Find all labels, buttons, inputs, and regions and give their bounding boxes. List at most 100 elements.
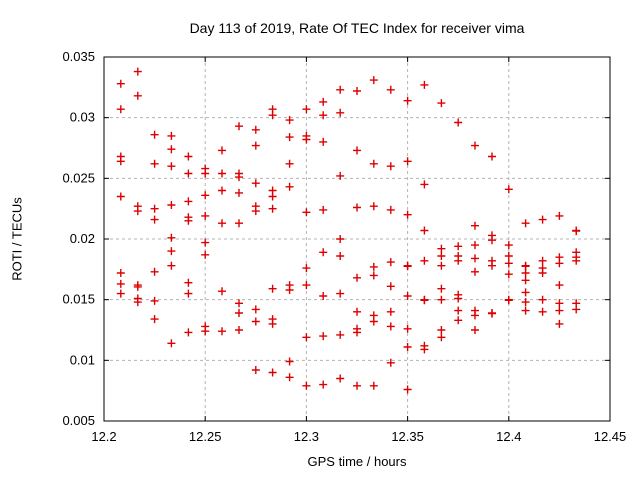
- data-point: [268, 319, 277, 328]
- data-point: [285, 286, 294, 294]
- data-point: [454, 294, 463, 303]
- data-point: [538, 256, 547, 265]
- data-point: [386, 282, 395, 291]
- data-point: [386, 307, 395, 316]
- x-tick-label: 12.25: [189, 429, 222, 444]
- data-point: [251, 125, 260, 134]
- y-tick-label: 0.015: [62, 292, 95, 307]
- data-point: [437, 333, 446, 342]
- data-point: [420, 256, 429, 265]
- data-point: [150, 130, 159, 139]
- data-point: [116, 192, 125, 201]
- data-point: [116, 289, 125, 298]
- data-point: [167, 261, 176, 270]
- data-point: [285, 357, 294, 366]
- data-point: [454, 118, 463, 127]
- data-point: [488, 309, 496, 318]
- data-point: [167, 145, 176, 154]
- data-point: [285, 182, 294, 191]
- data-point: [369, 159, 378, 168]
- y-tick-label: 0.03: [70, 110, 95, 125]
- y-tick-label: 0.025: [62, 170, 95, 185]
- data-point: [133, 298, 142, 307]
- data-point: [353, 328, 361, 337]
- data-point: [403, 385, 412, 394]
- data-point: [454, 242, 463, 251]
- data-point: [150, 296, 159, 305]
- data-point: [386, 205, 395, 214]
- data-point: [403, 292, 412, 300]
- data-point: [184, 169, 193, 178]
- data-point: [235, 326, 243, 334]
- data-point: [150, 159, 159, 168]
- data-point: [319, 205, 328, 214]
- data-point: [268, 192, 277, 201]
- data-point: [268, 204, 277, 213]
- data-point: [471, 141, 479, 150]
- data-point: [201, 211, 210, 220]
- data-point: [538, 269, 547, 277]
- data-point: [184, 216, 193, 225]
- data-point: [369, 381, 378, 390]
- data-point: [302, 105, 311, 114]
- data-point: [116, 79, 125, 88]
- data-point: [369, 202, 378, 211]
- data-point: [336, 85, 345, 94]
- data-point: [235, 173, 243, 182]
- data-point: [285, 373, 294, 382]
- data-point: [471, 267, 479, 276]
- data-point: [521, 262, 530, 271]
- data-point: [420, 180, 429, 189]
- data-point: [538, 295, 547, 304]
- data-point: [572, 305, 581, 314]
- data-point: [319, 111, 328, 120]
- data-point: [268, 284, 277, 293]
- data-point: [201, 169, 210, 178]
- data-point: [403, 324, 412, 333]
- data-point: [235, 188, 243, 197]
- data-point: [133, 91, 142, 100]
- data-point: [437, 295, 446, 304]
- data-point: [504, 296, 513, 305]
- y-tick-label: 0.035: [62, 49, 95, 64]
- data-point: [133, 67, 142, 76]
- data-point: [336, 289, 345, 298]
- data-point: [251, 317, 260, 326]
- data-point: [403, 262, 412, 271]
- data-point: [504, 241, 513, 250]
- data-point: [150, 315, 159, 324]
- data-point: [167, 162, 176, 171]
- data-point: [116, 157, 125, 166]
- data-point: [336, 171, 345, 180]
- data-point: [251, 179, 260, 188]
- data-point: [420, 345, 429, 354]
- data-point: [201, 327, 210, 336]
- data-point: [319, 137, 328, 146]
- data-point: [353, 87, 361, 95]
- data-point: [336, 374, 345, 383]
- data-point: [471, 254, 479, 263]
- data-point: [167, 201, 176, 209]
- data-point: [218, 186, 226, 195]
- data-point: [403, 96, 412, 105]
- data-point: [488, 261, 496, 270]
- data-point: [386, 322, 395, 331]
- y-tick-label: 0.01: [70, 352, 95, 367]
- data-point: [353, 203, 361, 212]
- data-point: [268, 368, 277, 377]
- data-point: [504, 259, 513, 268]
- data-point: [116, 269, 125, 277]
- data-point: [420, 80, 429, 89]
- data-point: [218, 327, 226, 336]
- data-point: [437, 284, 446, 293]
- data-point: [555, 319, 564, 328]
- data-point: [133, 207, 142, 216]
- data-point: [572, 227, 581, 236]
- data-point: [504, 270, 513, 279]
- data-point: [302, 381, 311, 390]
- data-point: [369, 271, 378, 280]
- data-point: [386, 162, 395, 171]
- data-point: [285, 116, 294, 125]
- data-point: [235, 299, 243, 308]
- data-point: [184, 278, 193, 287]
